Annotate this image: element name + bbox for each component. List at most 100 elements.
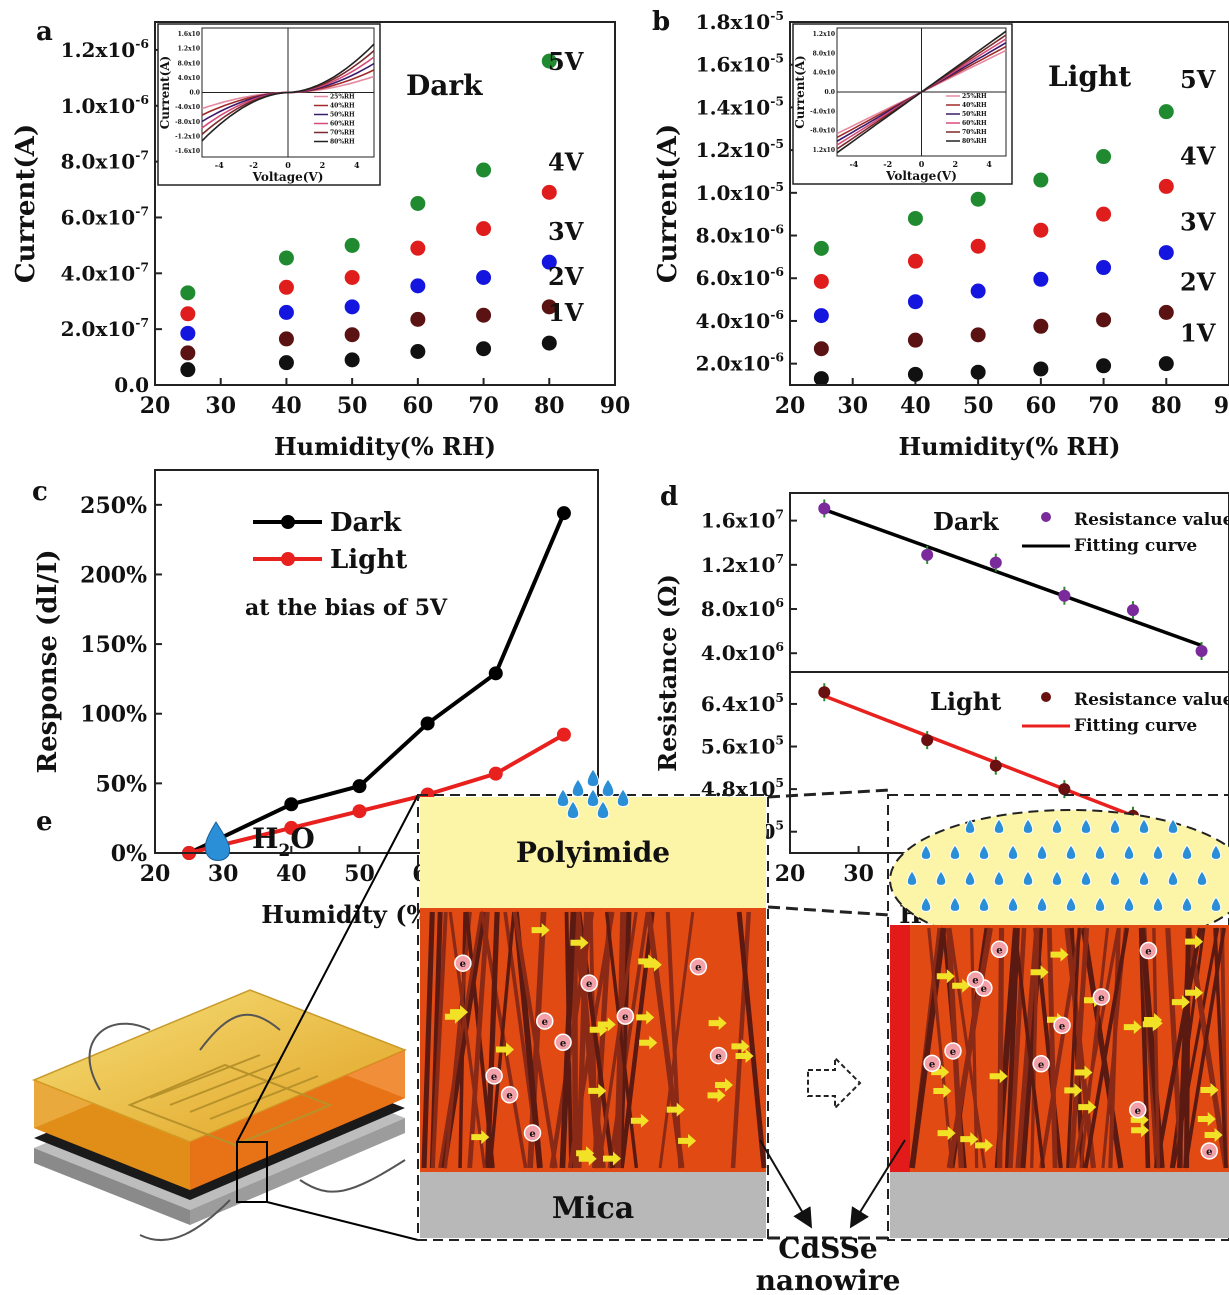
data-point: [1058, 589, 1071, 602]
data-point-Dark: [352, 779, 367, 794]
nanowire: [1176, 927, 1192, 1169]
y-tick-label: 4.0x10-7: [61, 259, 149, 285]
carrier-arrow-icon: [1050, 947, 1069, 962]
h2o-label: H2O: [252, 822, 315, 861]
data-point-2V: [410, 311, 426, 327]
panel-letter-d: d: [660, 482, 678, 512]
y-tick-label: 6.0x10-7: [61, 203, 149, 229]
water-droplet-icon: [1181, 844, 1193, 860]
water-droplet-icon: [1152, 844, 1164, 860]
y-tick-label: 1.0x10-6: [61, 92, 149, 118]
data-point-5V: [1158, 104, 1174, 120]
water-droplet-icon: [1007, 844, 1019, 860]
water-droplet-icon: [1080, 818, 1092, 834]
water-droplet-icon: [1210, 844, 1222, 860]
data-point-1V: [278, 355, 294, 371]
water-droplet-icon: [586, 768, 600, 788]
nanowire: [1152, 927, 1160, 1169]
electron-icon: [616, 1007, 635, 1025]
nanowire: [1153, 927, 1203, 1169]
nanowire: [730, 911, 752, 1169]
carrier-arrow-icon: [1064, 1083, 1083, 1098]
data-point-4V: [813, 273, 829, 289]
plot-frame: [154, 469, 599, 854]
svg-text:e: e: [491, 1072, 497, 1083]
y-tick-label: 1.2x107: [701, 551, 784, 577]
inset-legend-item: 40%RH: [962, 102, 987, 109]
data-point: [1195, 645, 1208, 658]
water-droplet-icon: [1123, 896, 1135, 912]
carrier-arrow-icon: [630, 1113, 649, 1128]
y-tick-label: 4.0x10-6: [696, 307, 784, 333]
nanowire: [658, 911, 695, 1169]
series-label-4V: 4V: [548, 147, 584, 176]
carrier-arrow-icon: [735, 1048, 754, 1063]
inset-y-tick: 4.0x10: [178, 75, 200, 82]
y-tick-label: 8.0x10-6: [696, 222, 784, 248]
water-droplet-icon: [586, 788, 600, 808]
electron-icon: [709, 1046, 728, 1065]
nanowire: [1012, 927, 1046, 1169]
x-axis-title: Humidity(% RH): [274, 432, 496, 461]
x-tick-label: 60: [403, 393, 434, 419]
data-point-1V: [970, 364, 986, 380]
inset-legend-item: 70%RH: [962, 129, 987, 136]
water-droplet-icon: [616, 788, 630, 808]
nanowire: [576, 911, 590, 1169]
inset-y-tick: -4.0x10: [175, 104, 200, 111]
nanowire: [1066, 927, 1081, 1169]
panel-letter-a: a: [36, 17, 53, 47]
data-point-2V: [344, 327, 360, 343]
electron-icon: [944, 1042, 962, 1060]
x-axis-title: Humidity(% RH): [898, 432, 1120, 461]
carrier-arrow-icon: [731, 1039, 750, 1054]
carrier-arrow-icon: [1171, 995, 1190, 1010]
data-point: [921, 548, 934, 561]
data-point-1V: [541, 335, 557, 351]
series-label-1V: 1V: [548, 298, 584, 327]
data-point-1V: [410, 343, 426, 359]
y-axis-title: Response (dI/I): [33, 549, 63, 773]
x-tick-label: 40: [276, 861, 307, 887]
svg-text:e: e: [1145, 947, 1151, 958]
data-point-3V: [813, 308, 829, 324]
data-point-5V: [180, 285, 196, 301]
water-droplet-icon: [1210, 896, 1222, 912]
carrier-arrow-icon: [471, 1130, 490, 1145]
series-label-1V: 1V: [1180, 319, 1216, 348]
svg-text:e: e: [981, 984, 987, 995]
data-point-1V: [1033, 361, 1049, 377]
y-tick-label: 0.0: [114, 373, 149, 397]
inset-x-tick: -2: [249, 160, 258, 170]
electron-icon: [554, 1033, 572, 1052]
electron-icon: [1139, 941, 1158, 960]
nanowire: [970, 927, 979, 1169]
carrier-arrow-icon: [636, 1010, 655, 1025]
nanowire: [597, 911, 638, 1169]
data-point: [989, 759, 1002, 772]
nanowire: [488, 911, 516, 1169]
carrier-arrow-icon: [496, 1042, 515, 1057]
x-tick-label: 80: [1151, 393, 1182, 419]
electron-icon: [689, 957, 708, 976]
water-droplet-icon: [1051, 818, 1063, 834]
data-point-1V: [907, 366, 923, 382]
data-point-1V: [1096, 358, 1112, 374]
inset-x-title: Voltage(V): [885, 169, 957, 183]
svg-text:e: e: [715, 1052, 721, 1063]
data-point-2V: [1033, 318, 1049, 334]
data-point-2V: [278, 331, 294, 347]
inset-y-tick: 1.2x10: [178, 46, 200, 53]
svg-text:e: e: [1098, 993, 1104, 1004]
electron-icon: [500, 1085, 519, 1104]
data-point-Dark: [284, 797, 299, 812]
y-axis-title: Current(A): [653, 124, 683, 283]
series-label-2V: 2V: [548, 262, 584, 291]
inset-y-tick: 0.0: [190, 90, 200, 97]
inset-legend-item: 25%RH: [330, 94, 355, 101]
water-droplet-icon: [1094, 896, 1106, 912]
water-droplet-icon: [1123, 844, 1135, 860]
svg-text:e: e: [542, 1017, 548, 1028]
data-point-3V: [410, 278, 426, 294]
data-point-3V: [970, 283, 986, 299]
